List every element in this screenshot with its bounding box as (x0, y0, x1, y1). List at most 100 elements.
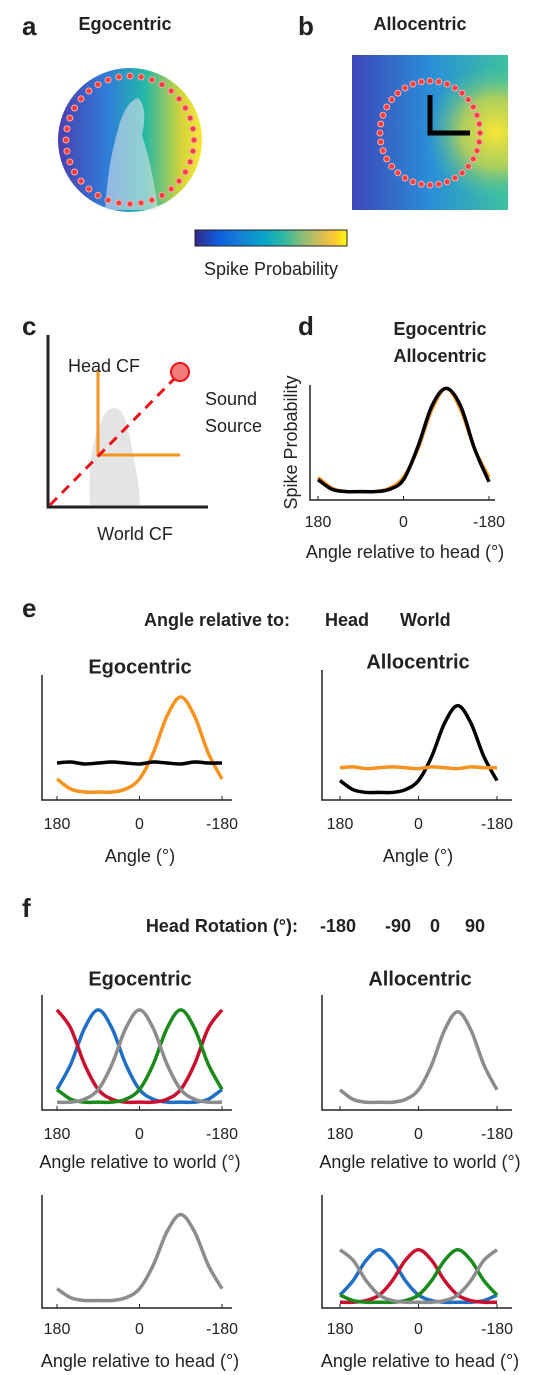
axes (321, 1195, 512, 1309)
series-line (338, 1248, 499, 1305)
speaker (458, 89, 466, 97)
speaker (62, 136, 70, 144)
x-axis-label: Angle (°) (105, 846, 175, 866)
speaker (181, 104, 189, 112)
speaker (126, 200, 134, 208)
x-axis-label: Angle relative to world (°) (319, 1152, 520, 1172)
chart-title: Egocentric (88, 968, 191, 990)
speaker (388, 162, 396, 170)
speaker (94, 81, 102, 89)
legend-entry: Head (325, 610, 369, 630)
speaker (189, 125, 197, 133)
x-tick-label: -180 (481, 816, 513, 833)
speaker (104, 196, 112, 204)
series-line (55, 1008, 224, 1105)
axes (321, 670, 512, 801)
chart: 180 0 -180 Angle relative to head (°) Spike … (281, 319, 505, 562)
speaker (394, 169, 402, 177)
speaker (181, 168, 189, 176)
speaker (379, 147, 387, 155)
chart-title: Allocentric (366, 651, 469, 673)
panel-title: Allocentric (373, 14, 466, 34)
speaker (85, 185, 93, 193)
x-tick-label: 0 (135, 816, 144, 833)
speaker (376, 129, 384, 137)
speaker (77, 95, 85, 103)
speaker (190, 136, 198, 144)
speaker (409, 178, 417, 186)
speaker (71, 104, 79, 112)
x-tick-label: 180 (327, 1321, 354, 1338)
world-cf-label: World CF (97, 524, 173, 544)
world-frame (46, 335, 208, 509)
speaker (63, 147, 71, 155)
axes (41, 995, 232, 1111)
legend-title: Angle relative to: (144, 610, 290, 630)
speaker (475, 138, 483, 146)
speaker (417, 180, 425, 188)
speaker (394, 89, 402, 97)
speaker (473, 147, 481, 155)
axes (309, 385, 495, 501)
y-axis-label: Spike Probability (281, 375, 301, 509)
chart: 180 0 -180 Angle relative to head (°) (321, 1195, 519, 1371)
panel-label: a (22, 11, 37, 41)
speaker (377, 138, 385, 146)
speaker (175, 95, 183, 103)
sound-source-label: Sound (205, 389, 257, 409)
chart: 180 0 -180 Angle (°) Egocentric (41, 656, 238, 866)
speaker (63, 125, 71, 133)
speaker (426, 181, 434, 189)
panel-label: f (22, 893, 31, 923)
speaker (137, 73, 145, 81)
series-line (339, 1248, 499, 1305)
speaker (473, 111, 481, 119)
x-tick-label: 0 (414, 816, 423, 833)
rat-silhouette (105, 98, 158, 210)
chart-title: Allocentric (368, 968, 471, 990)
series-line (338, 1010, 499, 1105)
speaker (451, 84, 459, 92)
speaker (475, 120, 483, 128)
speaker (458, 169, 466, 177)
speaker (383, 103, 391, 111)
speaker (451, 174, 459, 182)
x-tick-label: -180 (481, 1126, 513, 1143)
speaker (469, 103, 477, 111)
speaker (115, 199, 123, 207)
speaker (409, 80, 417, 88)
speaker (104, 76, 112, 84)
x-tick-label: 180 (327, 1126, 354, 1143)
x-axis-label: Angle relative to head (°) (306, 542, 504, 562)
x-tick-label: 0 (399, 514, 408, 531)
legend-title: Head Rotation (°): (146, 916, 298, 936)
chart: 180 0 -180 Angle relative to world (°) Egoce… (39, 968, 240, 1171)
speaker (186, 158, 194, 166)
speaker (175, 177, 183, 185)
sound-direction (48, 375, 178, 507)
axes (41, 675, 232, 801)
speaker (469, 155, 477, 163)
chart-title: Egocentric (88, 656, 191, 678)
series-line (56, 1008, 223, 1105)
series-line (55, 1008, 224, 1105)
world-frame (427, 95, 470, 136)
colorbar (194, 229, 348, 247)
charts: 180 0 -180 Angle relative to head (°) Spike … (39, 319, 520, 1371)
speaker (383, 155, 391, 163)
x-axis-label: Angle relative to head (°) (41, 1351, 239, 1371)
x-tick-label: -180 (206, 816, 238, 833)
speaker (435, 180, 443, 188)
speaker (94, 191, 102, 199)
panel-label: b (298, 11, 314, 41)
speaker (137, 199, 145, 207)
speaker (426, 77, 434, 85)
x-tick-label: -180 (481, 1321, 513, 1338)
chart: 180 0 -180 Angle relative to head (°) (41, 1195, 239, 1371)
speaker (126, 72, 134, 80)
speaker (66, 158, 74, 166)
panel-label: e (22, 593, 36, 623)
speaker (464, 96, 472, 104)
speaker (186, 114, 194, 122)
